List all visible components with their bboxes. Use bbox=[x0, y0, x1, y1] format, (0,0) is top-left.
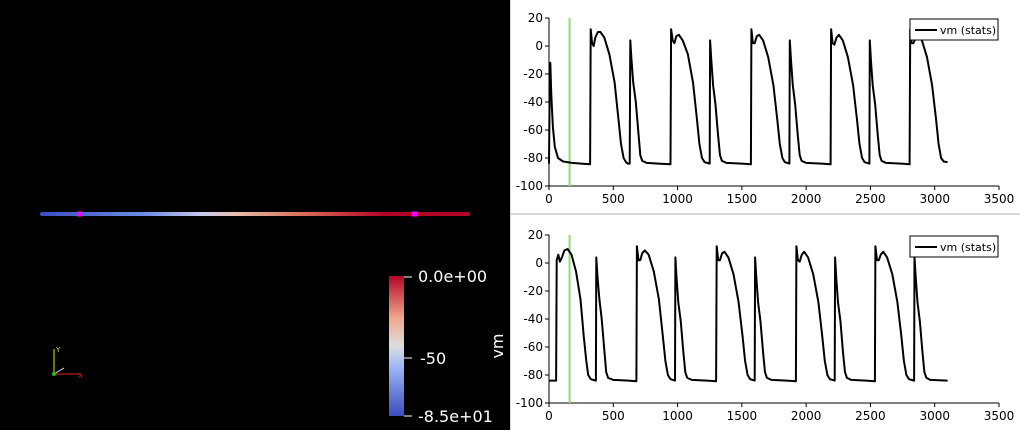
x-tick-label: 1500 bbox=[727, 192, 758, 206]
x-tick-label: 0 bbox=[545, 192, 553, 206]
legend-box bbox=[909, 18, 999, 41]
x-tick-label: 3000 bbox=[919, 409, 950, 423]
view-splitter[interactable] bbox=[510, 0, 511, 430]
axis-y-label: Y bbox=[55, 346, 61, 354]
y-tick-label: -100 bbox=[516, 396, 543, 410]
x-tick-label: 1500 bbox=[727, 409, 758, 423]
colorbar-mid-label: -50 bbox=[420, 349, 446, 368]
y-tick-label: 0 bbox=[535, 39, 543, 53]
y-tick-label: -80 bbox=[523, 151, 543, 165]
cable-line bbox=[40, 212, 470, 216]
chart-legend[interactable]: vm (stats) bbox=[909, 235, 999, 258]
x-tick-label: 500 bbox=[602, 409, 625, 423]
x-tick-label: 1000 bbox=[662, 409, 693, 423]
x-tick-label: 2500 bbox=[855, 192, 886, 206]
x-tick-label: 2000 bbox=[791, 192, 822, 206]
colorbar-min-label: -8.5e+01 bbox=[418, 407, 493, 426]
x-tick-label: 500 bbox=[602, 192, 625, 206]
y-tick-label: -40 bbox=[523, 312, 543, 326]
axes-triad: Y X bbox=[52, 346, 83, 380]
probe-point-right[interactable] bbox=[412, 211, 417, 217]
x-tick-label: 2500 bbox=[855, 409, 886, 423]
x-tick-label: 2000 bbox=[791, 409, 822, 423]
x-tick-label: 3000 bbox=[919, 192, 950, 206]
y-tick-label: -60 bbox=[523, 340, 543, 354]
line-chart-top[interactable]: 0 500 1000 1500 2000 2500 3000 3500 20 0 -20 -40 -60… bbox=[511, 0, 1020, 213]
y-tick-label: -20 bbox=[523, 67, 543, 81]
y-tick-label: 20 bbox=[528, 228, 543, 242]
chart-legend[interactable]: vm (stats) bbox=[909, 18, 999, 41]
y-tick-label: -40 bbox=[523, 95, 543, 109]
axis-x-label: X bbox=[78, 372, 83, 380]
x-tick-label: 0 bbox=[545, 409, 553, 423]
x-tick-label: 1000 bbox=[662, 192, 693, 206]
colorbar-title: vm bbox=[488, 333, 507, 358]
y-tick-label: -100 bbox=[516, 179, 543, 193]
colorbar-max-label: 0.0e+00 bbox=[418, 267, 487, 286]
series-line bbox=[548, 28, 948, 166]
x-tick-label: 3500 bbox=[984, 192, 1015, 206]
colorbar bbox=[389, 276, 404, 416]
probe-point-left[interactable] bbox=[77, 211, 82, 217]
line-chart-view-top[interactable]: 0 500 1000 1500 2000 2500 3000 3500 20 0 -20 -40 -60… bbox=[511, 0, 1020, 213]
y-tick-label: 20 bbox=[528, 11, 543, 25]
y-tick-label: 0 bbox=[535, 256, 543, 270]
y-tick-label: -80 bbox=[523, 368, 543, 382]
series-line bbox=[549, 245, 948, 383]
y-tick-label: -60 bbox=[523, 123, 543, 137]
x-tick-label: 3500 bbox=[984, 409, 1015, 423]
render-canvas[interactable]: 0.0e+00 -50 -8.5e+01 vm Y X bbox=[0, 0, 510, 430]
legend-label: vm (stats) bbox=[940, 24, 996, 37]
line-chart-bottom[interactable]: 0 500 1000 1500 2000 2500 3000 3500 20 0 -20 -40 -60… bbox=[511, 215, 1020, 430]
legend-label: vm (stats) bbox=[940, 241, 996, 254]
plot-splitter[interactable] bbox=[511, 213, 1020, 215]
y-tick-label: -20 bbox=[523, 284, 543, 298]
render-view[interactable]: 0.0e+00 -50 -8.5e+01 vm Y X bbox=[0, 0, 510, 430]
line-chart-view-bottom[interactable]: 0 500 1000 1500 2000 2500 3000 3500 20 0 -20 -40 -60… bbox=[511, 215, 1020, 430]
legend-box bbox=[909, 235, 999, 258]
